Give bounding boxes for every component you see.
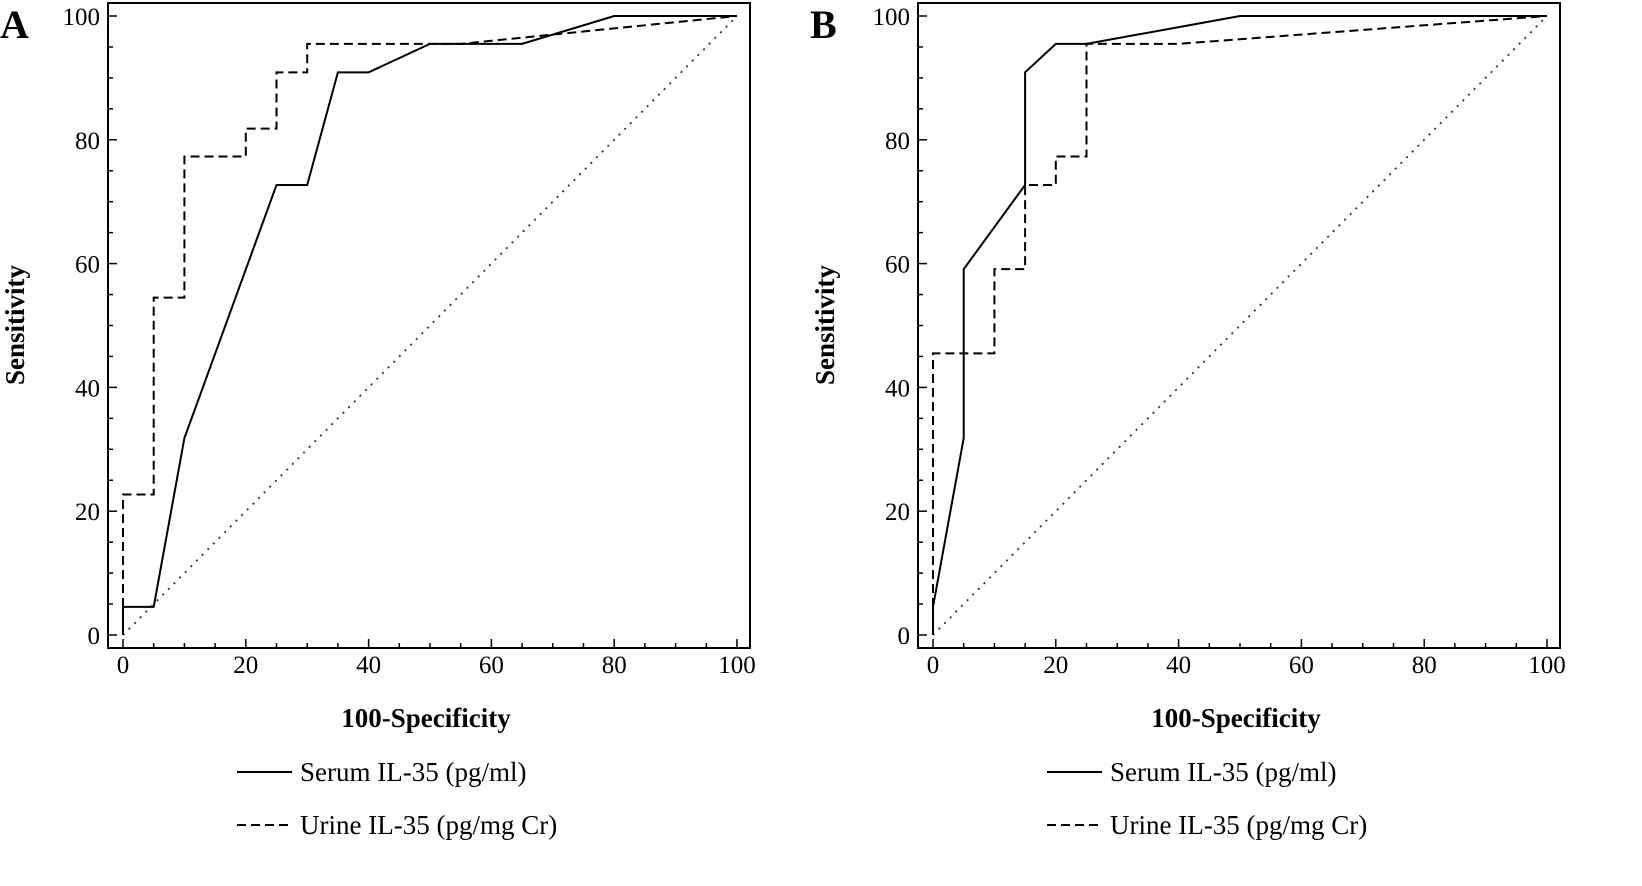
x-tick-label: 80: [602, 652, 627, 679]
x-tick-label: 40: [1166, 652, 1191, 679]
reference-diagonal: [122, 15, 738, 636]
y-tick-label: 100: [63, 4, 101, 31]
x-tick-label: 20: [233, 652, 258, 679]
y-tick-label: 80: [75, 128, 100, 155]
legend-label: Urine IL-35 (pg/mg Cr): [300, 810, 557, 840]
y-tick-label: 60: [75, 252, 100, 279]
panel-label: A: [0, 2, 29, 47]
x-axis-title: 100-Specificity: [1151, 703, 1321, 733]
x-axis-title: 100-Specificity: [341, 703, 511, 733]
y-tick-label: 40: [75, 375, 100, 402]
series-line-serum: [932, 15, 1547, 635]
legend-label: Urine IL-35 (pg/mg Cr): [1110, 810, 1367, 840]
y-tick-label: 60: [885, 252, 910, 279]
y-tick-label: 0: [88, 623, 101, 650]
legend-label: Serum IL-35 (pg/ml): [300, 757, 526, 787]
y-tick-label: 20: [75, 499, 100, 526]
x-tick-label: 80: [1412, 652, 1437, 679]
y-axis-title: Sensitivity: [810, 264, 840, 385]
series-line-urine: [932, 15, 1548, 635]
series-line-serum: [122, 15, 737, 635]
x-tick-label: 20: [1043, 652, 1068, 679]
x-tick-label: 60: [1289, 652, 1314, 679]
y-axis-title: Sensitivity: [0, 264, 30, 385]
y-tick-label: 40: [885, 375, 910, 402]
series-line-urine: [122, 15, 738, 635]
reference-diagonal: [932, 15, 1548, 636]
y-tick-label: 80: [885, 128, 910, 155]
x-tick-label: 100: [718, 652, 756, 679]
y-tick-label: 20: [885, 499, 910, 526]
panel-label: B: [810, 2, 837, 47]
y-tick-label: 100: [873, 4, 911, 31]
x-tick-label: 0: [927, 652, 940, 679]
legend-label: Serum IL-35 (pg/ml): [1110, 757, 1336, 787]
x-tick-label: 40: [356, 652, 381, 679]
y-tick-label: 0: [898, 623, 911, 650]
panel-B: 0 20 40 60 80 100 0 20 40 60 80 100 100-Specificity S…: [810, 2, 1566, 840]
panel-A: 0 20 40 60 80 100 0 20 40 60 80 100 100-Specificity S…: [0, 2, 756, 840]
x-tick-label: 0: [117, 652, 130, 679]
x-tick-label: 60: [479, 652, 504, 679]
x-tick-label: 100: [1528, 652, 1566, 679]
